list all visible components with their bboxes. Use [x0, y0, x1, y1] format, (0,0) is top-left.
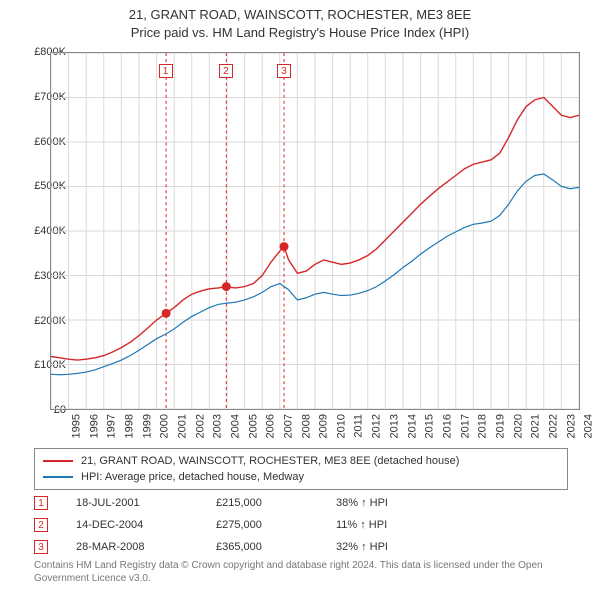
x-tick-label: 2008	[300, 414, 312, 438]
sale-date: 28-MAR-2008	[76, 541, 216, 553]
sale-marker-icon: 1	[34, 496, 48, 510]
x-tick-label: 2020	[512, 414, 524, 438]
x-tick-label: 1998	[123, 414, 135, 438]
x-tick-label: 2018	[477, 414, 489, 438]
legend-swatch-icon	[43, 476, 73, 478]
x-tick-label: 2016	[441, 414, 453, 438]
sale-price: £215,000	[216, 497, 336, 509]
x-tick-label: 2004	[229, 414, 241, 438]
table-row: 3 28-MAR-2008 £365,000 32% ↑ HPI	[34, 536, 568, 558]
x-tick-label: 2022	[547, 414, 559, 438]
legend-label: HPI: Average price, detached house, Medw…	[81, 471, 304, 483]
x-tick-label: 2002	[194, 414, 206, 438]
x-tick-label: 2011	[352, 414, 364, 438]
x-tick-label: 2012	[371, 414, 383, 438]
sale-pct: 38% ↑ HPI	[336, 497, 456, 509]
sale-pct: 32% ↑ HPI	[336, 541, 456, 553]
sale-pct: 11% ↑ HPI	[336, 519, 456, 531]
x-tick-label: 2017	[459, 414, 471, 438]
x-tick-label: 2024	[583, 414, 595, 438]
sales-table: 1 18-JUL-2001 £215,000 38% ↑ HPI 2 14-DE…	[34, 492, 568, 558]
x-tick-label: 1996	[88, 414, 100, 438]
x-tick-label: 2009	[318, 414, 330, 438]
x-tick-label: 1995	[70, 414, 82, 438]
legend-row: HPI: Average price, detached house, Medw…	[43, 469, 559, 485]
x-tick-label: 1999	[141, 414, 153, 438]
sale-price: £275,000	[216, 519, 336, 531]
x-tick-label: 2006	[265, 414, 277, 438]
footer-attribution: Contains HM Land Registry data © Crown c…	[34, 560, 568, 585]
x-tick-label: 2014	[406, 414, 418, 438]
x-tick-label: 2021	[530, 414, 542, 438]
sale-marker-icon: 2	[34, 518, 48, 532]
sale-date: 18-JUL-2001	[76, 497, 216, 509]
x-tick-label: 2005	[247, 414, 259, 438]
chart-container: 21, GRANT ROAD, WAINSCOTT, ROCHESTER, ME…	[0, 0, 600, 590]
x-tick-label: 2001	[176, 414, 188, 438]
x-tick-label: 1997	[106, 414, 118, 438]
x-tick-label: 2007	[282, 414, 294, 438]
chart-plot-area	[50, 52, 580, 410]
sale-marker-icon: 3	[277, 64, 291, 78]
legend-swatch-icon	[43, 460, 73, 462]
legend-row: 21, GRANT ROAD, WAINSCOTT, ROCHESTER, ME…	[43, 453, 559, 469]
legend: 21, GRANT ROAD, WAINSCOTT, ROCHESTER, ME…	[34, 448, 568, 490]
title-block: 21, GRANT ROAD, WAINSCOTT, ROCHESTER, ME…	[0, 0, 600, 41]
title-line-2: Price paid vs. HM Land Registry's House …	[0, 24, 600, 42]
x-tick-label: 2000	[159, 414, 171, 438]
x-tick-label: 2023	[565, 414, 577, 438]
sale-marker-icon: 1	[159, 64, 173, 78]
x-tick-label: 2015	[424, 414, 436, 438]
x-tick-label: 2013	[388, 414, 400, 438]
sale-marker-icon: 2	[219, 64, 233, 78]
table-row: 2 14-DEC-2004 £275,000 11% ↑ HPI	[34, 514, 568, 536]
legend-label: 21, GRANT ROAD, WAINSCOTT, ROCHESTER, ME…	[81, 455, 459, 467]
title-line-1: 21, GRANT ROAD, WAINSCOTT, ROCHESTER, ME…	[0, 6, 600, 24]
sale-date: 14-DEC-2004	[76, 519, 216, 531]
chart-svg	[51, 53, 579, 409]
x-tick-label: 2010	[335, 414, 347, 438]
table-row: 1 18-JUL-2001 £215,000 38% ↑ HPI	[34, 492, 568, 514]
sale-price: £365,000	[216, 541, 336, 553]
x-tick-label: 2019	[494, 414, 506, 438]
x-tick-label: 2003	[212, 414, 224, 438]
sale-marker-icon: 3	[34, 540, 48, 554]
